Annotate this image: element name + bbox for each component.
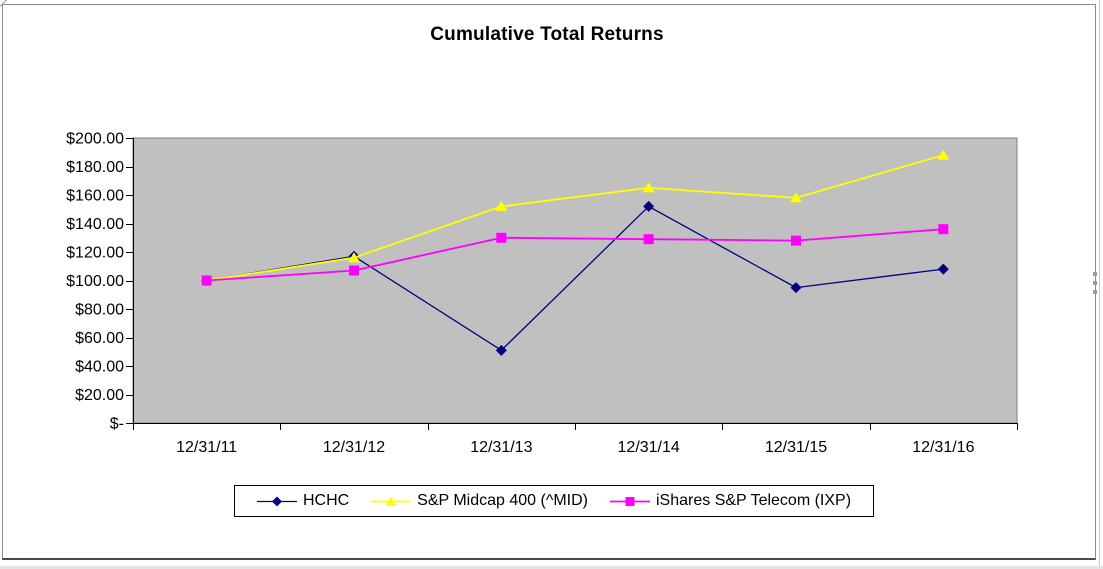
x-tick-label: 12/31/14: [618, 439, 680, 456]
x-tick-label: 12/31/12: [323, 439, 385, 456]
x-tick-label: 12/31/15: [765, 439, 827, 456]
series-line-ishares-s-p-telecom-ixp: [206, 228, 944, 282]
series-marker-hchc: [643, 200, 655, 212]
x-tick-label: 12/31/13: [470, 439, 532, 456]
legend-label: S&P Midcap 400 (^MID): [417, 492, 588, 509]
series-marker-s-p-midcap-400-mid: [790, 192, 802, 203]
legend-label: iShares S&P Telecom (IXP): [656, 492, 852, 509]
series-marker-hchc: [937, 263, 949, 275]
y-tick-label: $-: [110, 416, 124, 433]
series-line-s-p-midcap-400-mid: [206, 154, 944, 282]
y-tick-label: $200.00: [66, 131, 124, 148]
series-marker-ishares-s-p-telecom-ixp: [643, 234, 654, 245]
series-marker-hchc: [790, 282, 802, 294]
y-tick-label: $100.00: [66, 273, 124, 290]
series-line-hchc: [206, 205, 944, 352]
x-tick-label: 12/31/16: [912, 439, 974, 456]
legend-item-hchc: HCHC: [256, 492, 350, 510]
series-marker-ishares-s-p-telecom-ixp: [201, 275, 212, 286]
window-edge: [1099, 0, 1100, 569]
series-marker-s-p-midcap-400-mid: [937, 149, 950, 160]
y-tick-label: $40.00: [75, 359, 124, 376]
y-tick-label: $180.00: [66, 159, 124, 176]
series-marker-ishares-s-p-telecom-ixp: [938, 224, 949, 235]
series-marker-hchc: [495, 344, 507, 356]
series-marker-s-p-midcap-400-mid: [348, 252, 360, 263]
legend-item-s-p-midcap-400-mid: S&P Midcap 400 (^MID): [371, 492, 588, 510]
series-marker-ishares-s-p-telecom-ixp: [349, 265, 359, 276]
axis-lines: [132, 138, 1017, 425]
resize-handle[interactable]: [1093, 272, 1097, 294]
series-marker-ishares-s-p-telecom-ixp: [791, 235, 801, 246]
legend-marker-diamond-icon: [256, 496, 297, 506]
series-marker-s-p-midcap-400-mid: [642, 182, 655, 193]
y-tick-label: $160.00: [66, 188, 124, 205]
y-tick-label: $140.00: [66, 216, 124, 233]
legend-label: HCHC: [302, 492, 350, 509]
x-tick-label: 12/31/11: [176, 439, 237, 456]
legend: HCHC S&P Midcap 400 (^MID) iShares S&P Tel…: [234, 485, 874, 517]
legend-item-ishares-s-p-telecom-ixp: iShares S&P Telecom (IXP): [610, 492, 851, 510]
window-edge-bottom: [0, 566, 1103, 569]
legend-marker-square-icon: [610, 496, 650, 506]
legend-marker-triangle-icon: [371, 496, 412, 506]
y-tick-label: $20.00: [75, 387, 124, 404]
series-marker-s-p-midcap-400-mid: [495, 200, 508, 211]
y-tick-label: $80.00: [75, 302, 124, 319]
y-tick-label: $60.00: [75, 330, 124, 347]
chart-title: Cumulative Total Returns: [430, 24, 664, 45]
series-marker-ishares-s-p-telecom-ixp: [496, 232, 507, 243]
y-tick-label: $120.00: [66, 245, 124, 262]
plot-area: [132, 137, 1018, 424]
